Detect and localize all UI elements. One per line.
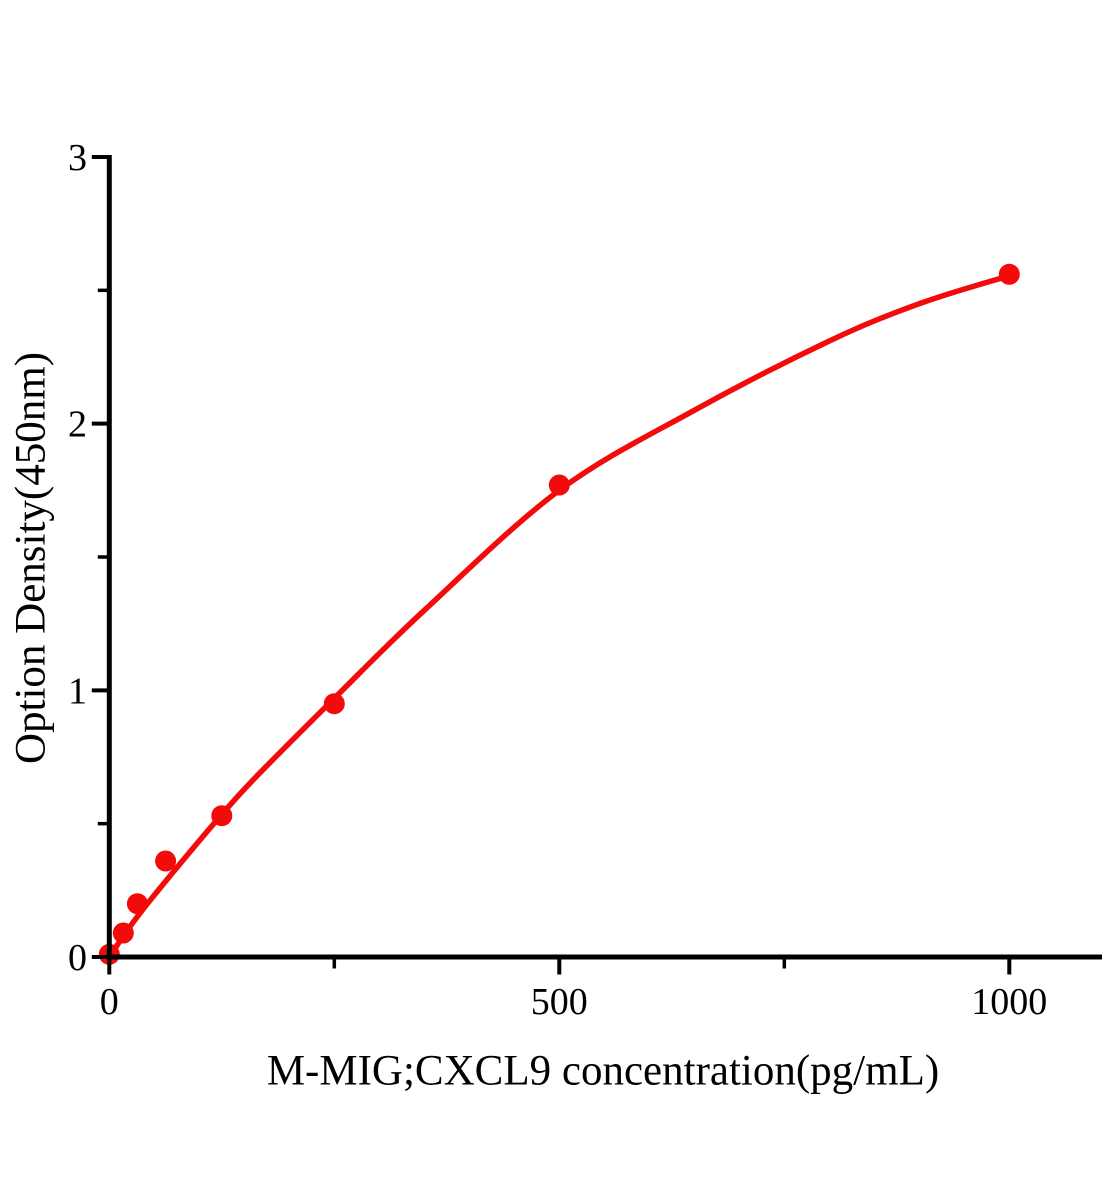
- y-tick-label: 3: [68, 137, 87, 179]
- data-point: [548, 474, 570, 496]
- data-point: [998, 263, 1020, 285]
- y-tick-label: 1: [68, 670, 87, 712]
- x-tick-label: 1000: [971, 981, 1047, 1023]
- data-point: [155, 850, 177, 872]
- y-tick-label: 2: [68, 404, 87, 446]
- data-point: [112, 922, 134, 944]
- x-axis-title: M-MIG;CXCL9 concentration(pg/mL): [266, 1047, 940, 1095]
- x-tick-label: 500: [531, 981, 588, 1023]
- y-axis-title: Option Density(450nm): [7, 351, 55, 765]
- data-point: [323, 693, 345, 715]
- x-tick-label: 0: [100, 981, 119, 1023]
- fit-curve-line: [106, 272, 1013, 960]
- data-point: [126, 893, 148, 915]
- data-point: [211, 805, 233, 827]
- y-tick-label: 0: [68, 937, 87, 979]
